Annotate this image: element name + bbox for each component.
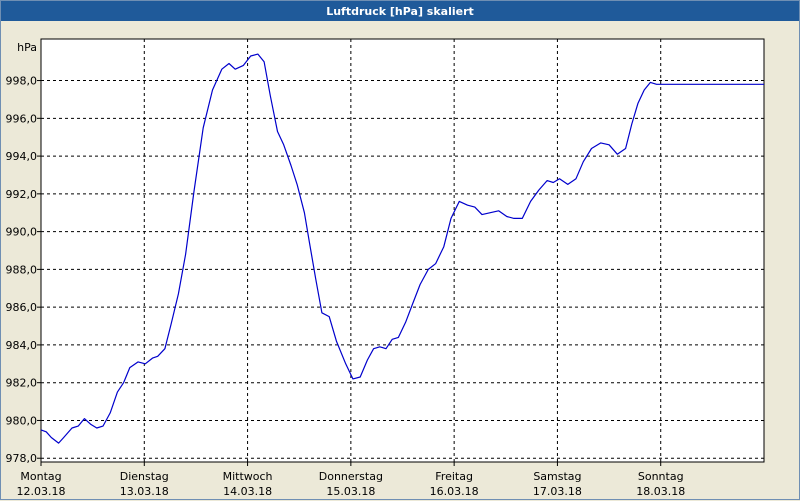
plot-area	[40, 38, 765, 463]
y-tick-label: 984,0	[6, 339, 38, 352]
x-tick-date-label: 15.03.18	[326, 485, 375, 498]
y-tick-label: 992,0	[6, 188, 38, 201]
x-tick-day-label: Sonntag	[638, 470, 684, 483]
series-line	[40, 53, 764, 444]
y-axis-ticks: 978,0 980,0 982,0 984,0 986,0 988,0 990,0 992,0…	[6, 75, 41, 465]
y-tick-label: 998,0	[6, 75, 38, 88]
y-tick-label: 982,0	[6, 377, 38, 390]
y-tick-label: 978,0	[6, 452, 38, 465]
y-tick-label: 988,0	[6, 263, 38, 276]
y-tick-label: 990,0	[6, 226, 38, 239]
series-group	[40, 53, 764, 444]
x-tick-day-label: Mittwoch	[223, 470, 273, 483]
y-axis-unit-label: hPa	[17, 41, 37, 54]
x-tick-date-label: 12.03.18	[17, 485, 66, 498]
y-tick-label: 996,0	[6, 112, 38, 125]
x-tick-date-label: 17.03.18	[533, 485, 582, 498]
window-title: Luftdruck [hPa] skaliert	[1, 1, 799, 21]
x-tick-day-label: Freitag	[435, 470, 473, 483]
x-tick-day-label: Dienstag	[120, 470, 169, 483]
grid	[41, 39, 764, 462]
x-tick-day-label: Donnerstag	[319, 470, 383, 483]
x-tick-date-label: 16.03.18	[430, 485, 479, 498]
y-tick-label: 980,0	[6, 414, 38, 427]
x-tick-date-label: 14.03.18	[223, 485, 272, 498]
y-tick-label: 994,0	[6, 150, 38, 163]
x-axis-ticks: Montag 12.03.18 Dienstag 13.03.18 Mittwoch 14…	[17, 462, 685, 498]
x-tick-day-label: Samstag	[533, 470, 581, 483]
x-tick-date-label: 13.03.18	[120, 485, 169, 498]
y-tick-label: 986,0	[6, 301, 38, 314]
x-tick-day-label: Montag	[20, 470, 61, 483]
x-tick-date-label: 18.03.18	[636, 485, 685, 498]
